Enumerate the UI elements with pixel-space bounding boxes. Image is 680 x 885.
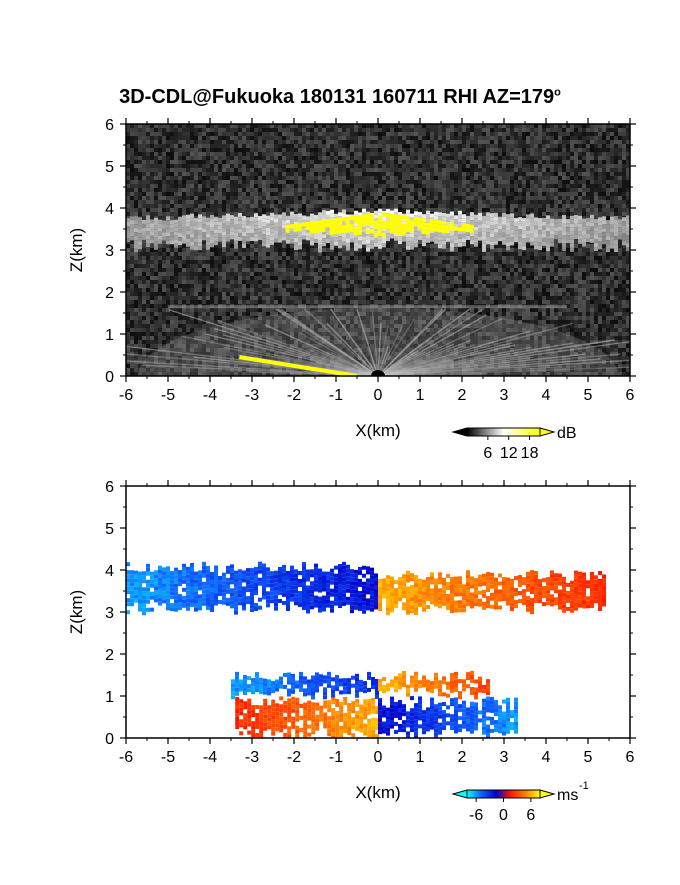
colorbar-tick-label: 12 [500, 445, 518, 462]
x-tick-label: 6 [626, 749, 635, 766]
colorbar-high-triangle [540, 428, 554, 436]
x-tick-label: 5 [584, 749, 593, 766]
x-tick-label: 5 [584, 387, 593, 404]
colorbar-unit: dB [557, 425, 577, 442]
x-tick-label: 2 [458, 387, 467, 404]
colorbar-low-triangle [453, 790, 467, 798]
x-tick-label: -5 [161, 387, 175, 404]
colorbar-tick-label: 6 [526, 807, 535, 824]
colorbar-low-triangle [453, 428, 467, 436]
plot-area [126, 562, 606, 741]
x-tick-label: -6 [119, 387, 133, 404]
y-tick-label: 4 [105, 201, 114, 218]
figure-title: 3D-CDL@Fukuoka 180131 160711 RHI AZ=179o [0, 86, 680, 109]
y-tick-label: 6 [105, 117, 114, 134]
colorbar-unit: ms [557, 787, 578, 804]
x-tick-label: 1 [416, 387, 425, 404]
title-text: 3D-CDL@Fukuoka 180131 160711 RHI AZ=179 [119, 86, 554, 108]
title-superscript: o [554, 86, 561, 98]
axes: -6 -5 -4 -3 -2 -1 0 1 2 3 4 5 6 0 1 2 3 4 5 6 X(km) Z(km) [67, 479, 636, 802]
x-tick-label: -4 [203, 749, 217, 766]
y-tick-label: 5 [105, 159, 114, 176]
x-tick-label: 4 [542, 749, 551, 766]
y-tick-label: 2 [105, 647, 114, 664]
y-axis-label: Z(km) [67, 590, 86, 634]
x-tick-label: -3 [245, 387, 259, 404]
colorbar-bar [467, 428, 540, 436]
x-tick-label: 2 [458, 749, 467, 766]
panel-2: -6 -5 -4 -3 -2 -1 0 1 2 3 4 5 6 0 1 2 3 4 5 6 X(km) Z(km) -6 0 6… [67, 479, 636, 824]
feature-mid-layer-west [231, 672, 379, 700]
x-tick-label: 3 [500, 387, 509, 404]
x-tick-label: 0 [374, 749, 383, 766]
y-tick-label: 5 [105, 521, 114, 538]
colorbar-unit-exponent: -1 [579, 780, 589, 792]
feature-mid-layer-east [378, 671, 490, 700]
x-tick-label: -1 [329, 387, 343, 404]
x-tick-label: 4 [542, 387, 551, 404]
feature-upper-layer-east-away- [378, 570, 606, 615]
x-tick-label: -5 [161, 749, 175, 766]
x-tick-label: 3 [500, 749, 509, 766]
colorbar-tick-label: -6 [469, 807, 483, 824]
x-tick-label: 6 [626, 387, 635, 404]
y-tick-label: 0 [105, 369, 114, 386]
y-axis-label: Z(km) [67, 228, 86, 272]
colorbar-tick-label: 6 [483, 445, 492, 462]
x-tick-label: -1 [329, 749, 343, 766]
x-tick-label: -3 [245, 749, 259, 766]
feature-lower-layer-east [378, 696, 518, 740]
y-tick-label: 3 [105, 605, 114, 622]
x-tick-label: -2 [287, 387, 301, 404]
y-tick-label: 1 [105, 327, 114, 344]
x-axis-label: X(km) [355, 783, 400, 802]
y-tick-label: 4 [105, 563, 114, 580]
colorbar-bar [467, 790, 540, 798]
y-tick-label: 2 [105, 285, 114, 302]
y-tick-label: 1 [105, 689, 114, 706]
feature-lower-layer-west [235, 696, 379, 741]
x-tick-label: -6 [119, 749, 133, 766]
y-tick-label: 0 [105, 731, 114, 748]
x-tick-label: 0 [374, 387, 383, 404]
colorbar-tick-label: 0 [499, 807, 508, 824]
colorbar-tick-label: 18 [521, 445, 539, 462]
x-tick-label: -4 [203, 387, 217, 404]
x-tick-label: 1 [416, 749, 425, 766]
colorbar-high-triangle [540, 790, 554, 798]
y-tick-label: 6 [105, 479, 114, 496]
x-axis-label: X(km) [355, 421, 400, 440]
x-tick-label: -2 [287, 749, 301, 766]
colorbar: -6 0 6 ms-1 [453, 780, 589, 824]
y-tick-label: 3 [105, 243, 114, 260]
feature-upper-layer-west-toward- [126, 562, 378, 616]
